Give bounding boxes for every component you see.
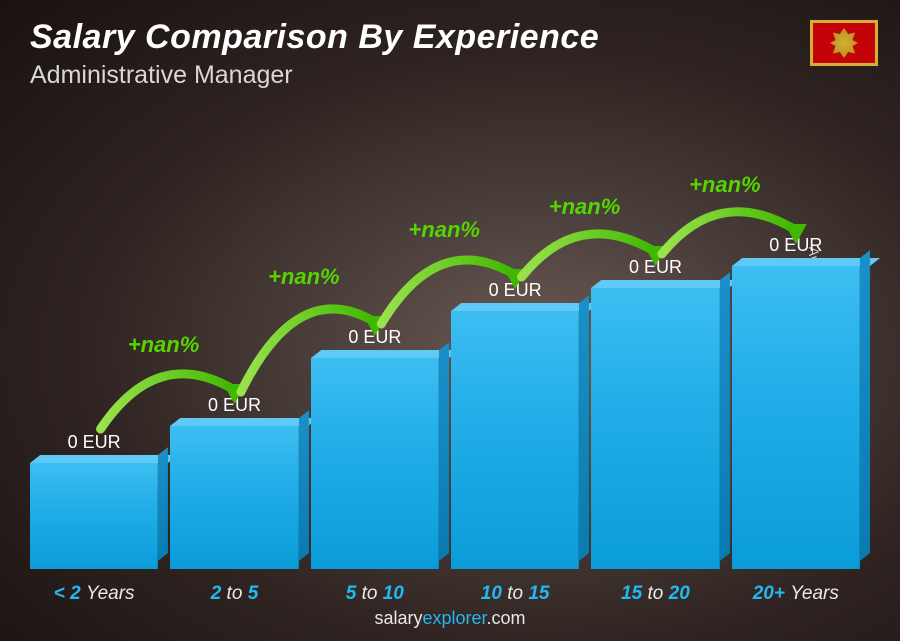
country-flag (810, 20, 878, 66)
chart-subtitle: Administrative Manager (30, 61, 599, 90)
bar-column: 0 EUR5 to 10 (311, 327, 439, 569)
bar-category-label: 2 to 5 (211, 583, 259, 605)
header: Salary Comparison By Experience Administ… (30, 18, 599, 90)
flag-emblem-icon (830, 28, 858, 58)
brand-accent: explorer (422, 608, 486, 628)
bar-value-label: 0 EUR (629, 257, 682, 278)
footer-branding: salaryexplorer.com (0, 608, 900, 629)
bar-value-label: 0 EUR (208, 395, 261, 416)
bar-column: 0 EUR20+ Years (732, 235, 860, 569)
bar-chart: 0 EUR< 2 Years0 EUR2 to 50 EUR5 to 100 E… (30, 89, 860, 569)
bar-category-label: 5 to 10 (346, 583, 404, 605)
bar-value-label: 0 EUR (769, 235, 822, 256)
brand-prefix: salary (374, 608, 422, 628)
bar-category-label: 10 to 15 (481, 583, 550, 605)
bar-column: 0 EUR15 to 20 (591, 257, 719, 569)
bar-column: 0 EUR2 to 5 (170, 395, 298, 569)
bar-category-label: 20+ Years (753, 583, 839, 605)
chart-title: Salary Comparison By Experience (30, 18, 599, 57)
bar-value-label: 0 EUR (348, 327, 401, 348)
bar (591, 288, 719, 569)
bar-value-label: 0 EUR (68, 432, 121, 453)
bar-category-label: 15 to 20 (621, 583, 690, 605)
bar (30, 463, 158, 569)
bar (732, 266, 860, 569)
bar-category-label: < 2 Years (54, 583, 135, 605)
bar-column: 0 EUR10 to 15 (451, 280, 579, 569)
bar-column: 0 EUR< 2 Years (30, 432, 158, 569)
brand-suffix: .com (487, 608, 526, 628)
bar-value-label: 0 EUR (489, 280, 542, 301)
bar (170, 426, 298, 569)
bar (451, 311, 579, 569)
bar (311, 358, 439, 569)
